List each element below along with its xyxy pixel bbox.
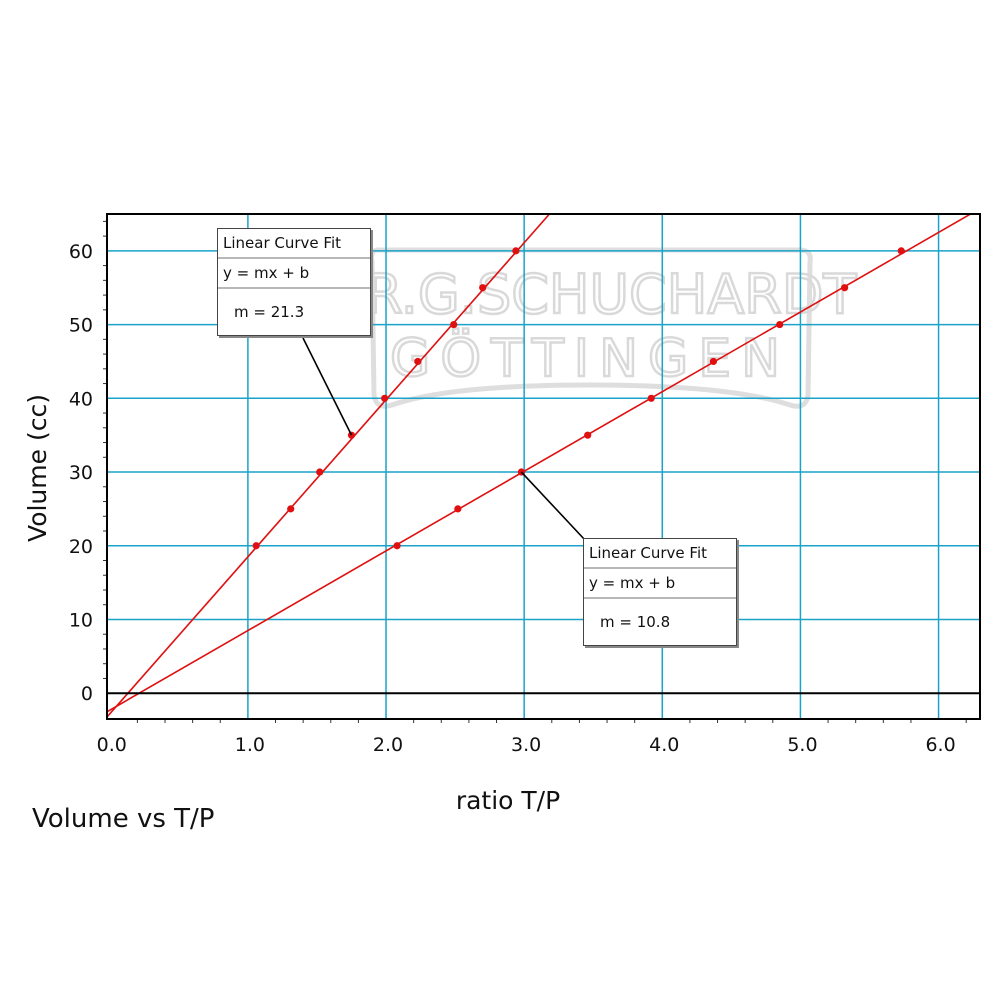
data-point	[252, 542, 260, 550]
x-tick-label: 2.0	[373, 734, 403, 756]
annotation-leaders	[302, 337, 586, 541]
logo-text-line1: DR.G.SCHUCHARDT	[324, 263, 858, 326]
leader-line-series-1	[302, 337, 353, 436]
y-tick-label: 60	[69, 241, 93, 263]
y-tick-label: 30	[69, 462, 93, 484]
x-tick-label: 0.0	[97, 734, 127, 756]
y-tick-label: 0	[81, 683, 93, 705]
data-point	[897, 247, 905, 255]
x-tick-label: 4.0	[649, 734, 679, 756]
data-point	[709, 357, 718, 366]
fit-box-slope: m = 10.8	[600, 613, 671, 631]
fit-lines	[107, 214, 973, 718]
x-axis-title: ratio T/P	[456, 786, 560, 815]
data-point	[776, 320, 784, 329]
x-tick-label: 6.0	[925, 734, 955, 756]
axes	[103, 213, 981, 723]
x-tick-label: 1.0	[235, 734, 265, 756]
figure-caption: Volume vs T/P	[32, 804, 215, 834]
data-point	[584, 431, 592, 439]
data-point	[647, 394, 655, 402]
data-point	[393, 542, 401, 550]
data-points	[252, 247, 905, 550]
fit-box-series-1[interactable]: Linear Curve Fit y = mx + b m = 21.3	[217, 228, 371, 336]
y-tick-label: 10	[69, 609, 93, 631]
data-point	[287, 505, 295, 513]
data-point	[841, 284, 849, 292]
fit-box-equation: y = mx + b	[218, 259, 370, 289]
data-point	[479, 284, 487, 292]
logo-text-line2: GÖTTINGEN	[390, 328, 790, 389]
data-point	[454, 505, 462, 513]
fit-line-series-1	[107, 214, 551, 718]
fit-box-slope: m = 21.3	[234, 303, 305, 321]
fit-line-series-2	[107, 214, 973, 713]
leader-line-series-2	[520, 471, 586, 541]
schuchardt-logo-watermark: DR.G.SCHUCHARDT GÖTTINGEN	[322, 247, 859, 409]
y-tick-label: 20	[69, 536, 93, 558]
data-point	[512, 247, 520, 255]
data-point	[381, 394, 389, 402]
tick-labels: 0.0 1.0 2.0 3.0 4.0 5.0 6.0 0 10 20 30 40 50 60	[69, 241, 956, 756]
data-point	[450, 320, 458, 329]
fit-box-title: Linear Curve Fit	[584, 539, 736, 569]
fit-box-series-2[interactable]: Linear Curve Fit y = mx + b m = 10.8	[583, 538, 737, 646]
x-tick-label: 5.0	[787, 734, 817, 756]
fit-box-equation: y = mx + b	[584, 569, 736, 599]
data-point	[316, 468, 324, 476]
y-axis-title: Volume (cc)	[23, 394, 52, 542]
data-point	[414, 357, 422, 366]
x-tick-label: 3.0	[511, 734, 541, 756]
fit-box-title: Linear Curve Fit	[218, 229, 370, 259]
y-tick-label: 40	[69, 388, 93, 410]
plot-frame	[106, 213, 981, 720]
y-tick-label: 50	[69, 315, 93, 337]
